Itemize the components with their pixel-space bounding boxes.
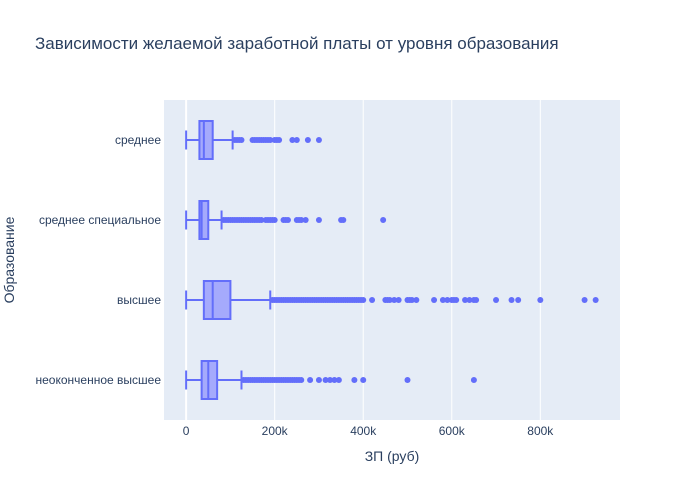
outlier-point — [404, 377, 411, 383]
outlier-point — [258, 217, 265, 223]
y-tick-label: высшее — [117, 293, 161, 307]
outlier-point — [413, 297, 420, 303]
outlier-point — [444, 297, 451, 303]
outlier-point — [453, 297, 460, 303]
y-tick-label: среднее специальное — [39, 213, 161, 227]
outlier-point — [304, 137, 311, 143]
outlier-point — [238, 137, 245, 143]
x-gridlines — [185, 100, 541, 420]
outlier-point — [360, 377, 367, 383]
box-series — [185, 120, 599, 400]
box-2 — [185, 200, 387, 240]
box-iqr — [198, 200, 210, 240]
outlier-point — [386, 297, 393, 303]
outlier-point — [508, 297, 515, 303]
outlier-point — [369, 297, 376, 303]
outlier-point — [335, 377, 342, 383]
x-tick-label: 400k — [350, 424, 377, 438]
outlier-point — [267, 137, 274, 143]
outlier-point — [302, 217, 309, 223]
box-4 — [185, 360, 477, 400]
y-tick-label: неоконченное высшее — [36, 373, 162, 387]
outlier-point — [515, 297, 522, 303]
outlier-point — [298, 217, 305, 223]
outlier-point — [431, 297, 438, 303]
outlier-point — [351, 377, 358, 383]
x-tick-label: 0 — [183, 424, 190, 438]
outlier-point — [537, 297, 544, 303]
outlier-point — [271, 217, 278, 223]
outlier-point — [298, 377, 305, 383]
outlier-point — [293, 137, 300, 143]
outlier-point — [395, 297, 402, 303]
outlier-point — [408, 297, 415, 303]
outlier-point — [470, 377, 477, 383]
y-axis-label: Образование — [1, 216, 17, 303]
outlier-point — [315, 137, 322, 143]
y-axis-ticks: среднее среднее специальное высшее неоконче… — [36, 133, 162, 387]
outlier-point — [315, 217, 322, 223]
outlier-point — [322, 377, 329, 383]
outlier-point — [276, 137, 283, 143]
outlier-point — [581, 297, 588, 303]
x-tick-label: 800k — [527, 424, 554, 438]
x-axis-label: ЗП (руб) — [365, 448, 420, 464]
outlier-point — [340, 217, 347, 223]
outlier-point — [592, 297, 599, 303]
outlier-point — [380, 217, 387, 223]
box-1 — [185, 120, 322, 160]
outlier-point — [315, 377, 322, 383]
outlier-point — [493, 297, 500, 303]
x-tick-label: 200k — [262, 424, 289, 438]
outlier-point — [331, 377, 338, 383]
box-iqr — [200, 360, 219, 400]
x-axis-ticks: 0 200k 400k 600k 800k — [183, 424, 555, 438]
x-tick-label: 600k — [439, 424, 466, 438]
outlier-point — [327, 377, 334, 383]
outlier-point — [284, 217, 291, 223]
box-3 — [185, 280, 599, 320]
outlier-point — [307, 377, 314, 383]
outlier-point — [466, 297, 473, 303]
box-iqr — [202, 280, 232, 320]
outlier-point — [391, 297, 398, 303]
outlier-point — [439, 297, 446, 303]
y-tick-label: среднее — [115, 133, 161, 147]
chart-title: Зависимости желаемой заработной платы от… — [35, 34, 559, 53]
outlier-point — [360, 297, 367, 303]
plot-background — [164, 100, 620, 420]
outlier-point — [462, 297, 469, 303]
box-iqr — [198, 120, 214, 160]
outlier-point — [289, 137, 296, 143]
outlier-point — [473, 297, 480, 303]
